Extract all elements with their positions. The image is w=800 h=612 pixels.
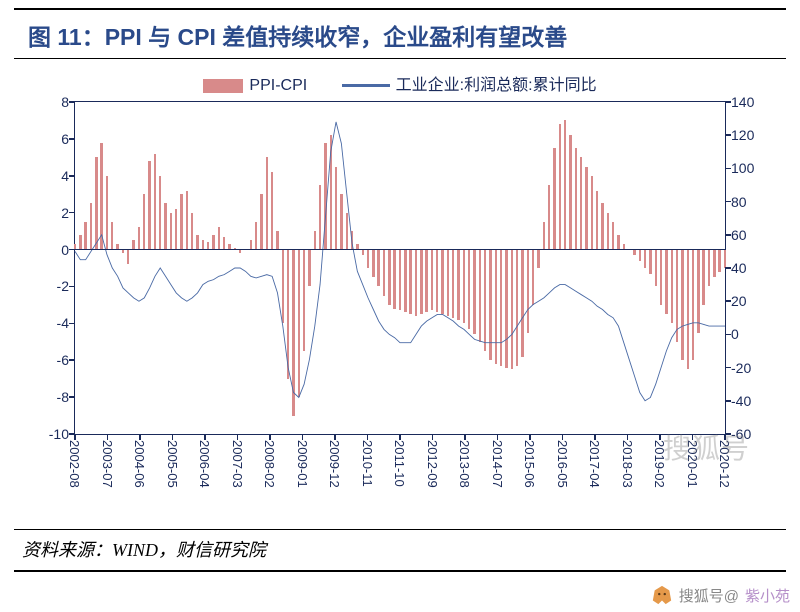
x-tick-label: 2006-04: [197, 440, 212, 488]
x-tick-label: 2011-10: [392, 440, 407, 487]
x-tick-label: 2017-04: [587, 440, 602, 488]
source-text: 资料来源：WIND，财信研究院: [22, 540, 266, 560]
legend-swatch-line: [342, 84, 390, 87]
x-tick-label: 2010-11: [360, 440, 375, 487]
y-right-tick-label: 120: [725, 127, 767, 143]
x-tick-label: 2007-03: [230, 440, 245, 488]
y-right-tick-label: 60: [725, 227, 767, 243]
y-right-tick-label: -20: [725, 360, 767, 376]
x-tick-label: 2005-05: [165, 440, 180, 488]
footer: 搜狐号@ 紫小苑: [651, 584, 790, 606]
x-tick-label: 2014-07: [490, 440, 505, 488]
x-tick-label: 2015-06: [522, 440, 537, 488]
line-series: [75, 102, 725, 434]
x-tick-label: 2009-01: [295, 440, 310, 488]
legend-label-bar: PPI-CPI: [249, 77, 307, 94]
chart-title-bar: 图 11：PPI 与 CPI 差值持续收窄，企业盈利有望改善: [14, 8, 786, 59]
watermark: 搜狐号: [663, 427, 750, 467]
footer-prefix: 搜狐号@: [679, 585, 739, 606]
y-right-tick-label: 20: [725, 293, 767, 309]
chart-title: 图 11：PPI 与 CPI 差值持续收窄，企业盈利有望改善: [28, 24, 567, 50]
x-tick-label: 2003-07: [100, 440, 115, 488]
y-right-tick-label: 100: [725, 160, 767, 176]
legend: PPI-CPI 工业企业:利润总额:累计同比: [14, 71, 786, 95]
x-tick-label: 2018-03: [620, 440, 635, 488]
legend-label-line: 工业企业:利润总额:累计同比: [396, 77, 597, 94]
x-tick-label: 2013-08: [457, 440, 472, 488]
y-right-tick-label: 80: [725, 194, 767, 210]
x-tick-label: 2016-05: [555, 440, 570, 488]
y-right-tick-label: -40: [725, 393, 767, 409]
x-tick-label: 2012-09: [425, 440, 440, 488]
y-right-tick-label: 0: [725, 326, 767, 342]
chart-area: PPI-CPI 工业企业:利润总额:累计同比 -10-8-6-4-202468-…: [14, 65, 786, 525]
source-citation: 资料来源：WIND，财信研究院: [14, 529, 786, 572]
plot-region: -10-8-6-4-202468-60-40-20020406080100120…: [74, 101, 726, 435]
y-right-tick-label: 40: [725, 260, 767, 276]
x-tick-label: 2004-06: [132, 440, 147, 488]
footer-author: 紫小苑: [745, 585, 790, 606]
x-tick-label: 2009-12: [327, 440, 342, 488]
x-tick-label: 2002-08: [67, 440, 82, 488]
sohu-fox-icon: [651, 584, 673, 606]
x-tick-label: 2008-02: [262, 440, 277, 488]
legend-swatch-bar: [203, 79, 243, 93]
y-right-tick-label: 140: [725, 94, 767, 110]
